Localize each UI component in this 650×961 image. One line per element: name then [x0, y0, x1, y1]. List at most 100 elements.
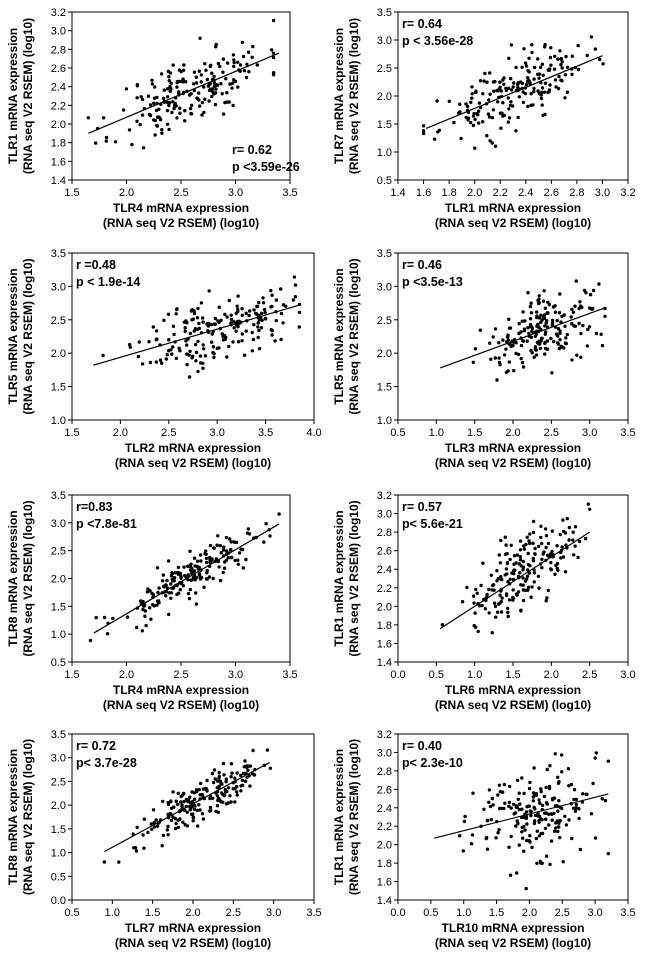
data-point — [528, 834, 532, 838]
data-point — [537, 820, 541, 824]
data-point — [293, 283, 298, 287]
data-point — [600, 797, 604, 801]
data-point — [229, 555, 233, 560]
data-point — [242, 69, 247, 73]
data-point — [570, 54, 574, 58]
data-point — [499, 89, 503, 93]
data-point — [490, 796, 494, 801]
data-point — [142, 817, 146, 821]
data-point — [224, 549, 229, 553]
data-point — [529, 301, 533, 305]
data-point — [500, 577, 504, 582]
data-point — [167, 127, 171, 132]
data-point — [173, 826, 178, 831]
r-value-label: r= 0.62 — [232, 143, 272, 157]
data-point — [187, 375, 192, 379]
data-point — [501, 338, 505, 342]
data-point — [531, 799, 535, 803]
data-point — [226, 786, 231, 790]
data-point — [421, 131, 426, 136]
data-point — [556, 334, 560, 338]
data-point — [593, 47, 597, 51]
data-point — [171, 790, 175, 794]
data-point — [169, 596, 173, 600]
data-point — [562, 529, 566, 534]
data-point — [215, 83, 219, 87]
data-point — [487, 98, 491, 102]
data-point — [545, 325, 550, 329]
data-point — [509, 76, 513, 81]
data-point — [246, 50, 251, 54]
data-point — [235, 304, 239, 308]
data-point — [474, 587, 478, 592]
data-point — [204, 556, 209, 560]
data-point — [224, 777, 229, 781]
data-point — [548, 567, 553, 571]
y-tick-label: 2.6 — [51, 63, 66, 75]
data-point — [509, 543, 513, 547]
y-axis-label: (RNA seq V2 RSEM) (log10) — [347, 739, 361, 895]
regression-line — [425, 55, 603, 130]
data-point — [435, 99, 439, 103]
data-point — [591, 781, 595, 786]
data-point — [166, 559, 171, 563]
data-point — [148, 113, 153, 118]
data-point — [540, 86, 545, 90]
data-point — [231, 787, 235, 791]
data-point — [507, 845, 511, 849]
data-point — [590, 306, 595, 311]
data-point — [111, 616, 115, 621]
data-point — [553, 310, 558, 314]
data-point — [173, 101, 177, 106]
data-point — [198, 36, 202, 40]
data-point — [519, 564, 523, 568]
x-axis-label: TLR4 mRNA expression — [113, 683, 249, 697]
data-point — [135, 84, 140, 88]
data-point — [160, 361, 164, 365]
data-point — [506, 120, 510, 124]
data-point — [558, 835, 562, 840]
data-point — [603, 798, 608, 803]
r-value-label: r= 0.72 — [76, 739, 116, 753]
data-point — [232, 60, 236, 65]
data-point — [578, 847, 583, 852]
data-point — [141, 146, 146, 150]
data-point — [459, 136, 463, 141]
x-tick-label: 0.0 — [390, 669, 405, 681]
data-point — [522, 47, 526, 51]
data-point — [239, 773, 243, 778]
data-point — [464, 102, 468, 106]
data-point — [192, 309, 196, 313]
data-point — [221, 334, 225, 339]
data-point — [520, 825, 524, 830]
data-point — [155, 603, 159, 607]
data-point — [152, 101, 156, 105]
data-point — [575, 353, 579, 357]
y-tick-label: 3.0 — [51, 26, 66, 38]
data-point — [185, 824, 190, 828]
data-point — [127, 342, 132, 347]
data-point — [507, 317, 511, 321]
data-point — [190, 356, 194, 360]
data-point — [479, 583, 483, 588]
data-point — [460, 600, 465, 604]
data-point — [485, 835, 489, 840]
data-point — [174, 356, 178, 361]
data-point — [518, 802, 522, 806]
data-point — [155, 115, 160, 119]
data-point — [526, 291, 530, 295]
data-point — [520, 81, 525, 86]
data-point — [166, 833, 170, 837]
scatter-panel-5: 1.5 2.0 2.5 3.0 3.5 0.5 1.0 1.5 2.0 2.5 3.0 3.5 TLR4… — [6, 490, 298, 712]
data-point — [250, 330, 254, 335]
data-point — [537, 297, 541, 301]
data-point — [600, 343, 605, 348]
data-point — [215, 543, 219, 547]
data-point — [536, 574, 541, 578]
data-point — [199, 73, 204, 77]
data-point — [579, 331, 583, 336]
data-point — [548, 55, 553, 60]
regression-line — [93, 304, 300, 366]
data-point — [169, 818, 174, 823]
data-point — [556, 775, 560, 779]
